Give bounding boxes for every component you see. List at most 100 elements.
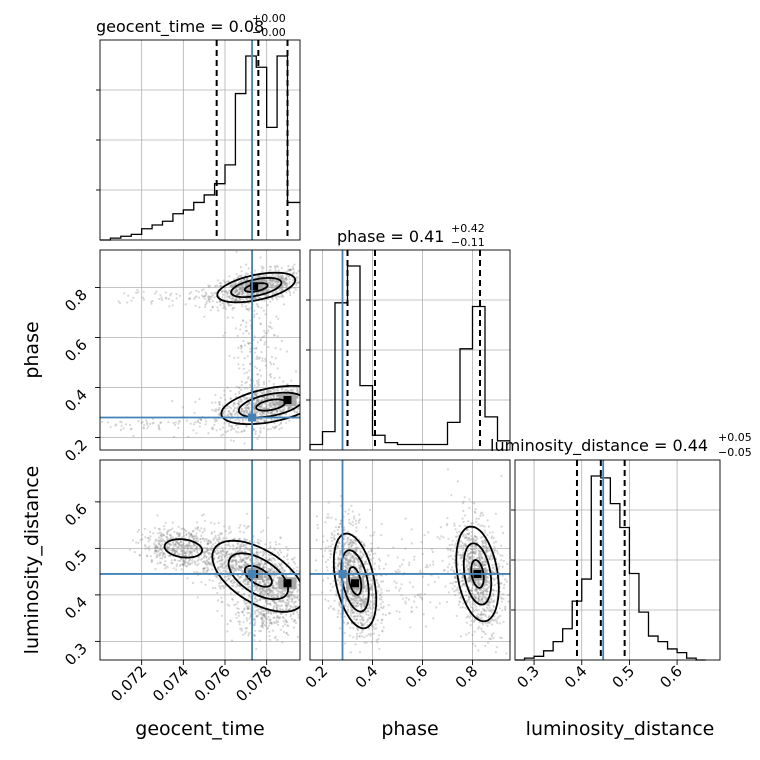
sample-point (285, 545, 288, 549)
sample-point (368, 603, 371, 606)
sample-point (282, 282, 285, 285)
sample-point (259, 338, 262, 341)
sample-point (269, 404, 272, 408)
sample-point (248, 397, 251, 400)
sample-point (262, 284, 265, 287)
sample-point (249, 547, 252, 550)
title-phase: phase = 0.41 +0.42 −0.11 (337, 222, 485, 249)
sample-point (329, 556, 332, 559)
sample-point (257, 305, 260, 309)
sample-point (234, 298, 237, 302)
sample-point (153, 542, 156, 545)
sample-point (233, 289, 236, 292)
sample-point (343, 615, 346, 618)
sample-point (225, 553, 228, 556)
sample-point (184, 558, 187, 562)
sample-point (355, 547, 358, 550)
sample-point (186, 548, 190, 551)
sample-point (269, 611, 272, 615)
sample-point (232, 584, 235, 588)
sample-point (364, 602, 367, 606)
sample-point (273, 403, 276, 406)
sample-point (272, 584, 275, 587)
sample-point (285, 284, 288, 288)
title-luminosity-distance: luminosity_distance = 0.44 +0.05 −0.05 (490, 431, 752, 459)
sample-point (230, 285, 233, 288)
sample-point (195, 548, 198, 551)
sample-point (184, 546, 187, 549)
sample-point (237, 569, 240, 572)
sample-point (338, 583, 342, 586)
sample-point (334, 518, 337, 521)
sample-point (267, 411, 270, 414)
sample-point (264, 566, 267, 569)
sample-point (274, 266, 277, 269)
sample-point (294, 621, 298, 625)
sample-point (248, 595, 251, 598)
sample-point (267, 553, 270, 557)
sample-point (354, 643, 357, 646)
sample-point (244, 546, 247, 549)
sample-point (285, 607, 288, 610)
sample-point (296, 590, 299, 593)
sample-point (270, 286, 273, 289)
sample-point (181, 527, 185, 530)
sample-point (241, 287, 245, 290)
sample-point (344, 554, 347, 557)
sample-point (249, 383, 252, 386)
sample-point (155, 544, 158, 547)
sample-point (179, 559, 182, 563)
sample-point (347, 621, 350, 625)
density-contour (163, 538, 204, 559)
sample-point (220, 291, 223, 294)
sample-point (180, 543, 184, 547)
sample-point (199, 417, 202, 421)
sample-point (228, 527, 231, 530)
sample-point (226, 567, 229, 570)
sample-point (291, 617, 294, 621)
sample-point (351, 594, 354, 597)
sample-point (173, 549, 176, 552)
sample-point (354, 547, 357, 550)
sample-point (349, 556, 352, 559)
sample-point (272, 395, 275, 398)
sample-point (355, 530, 358, 533)
sample-point (218, 406, 221, 410)
sample-point (164, 291, 167, 294)
sample-point (188, 552, 191, 555)
sample-point (357, 621, 360, 625)
sample-point (255, 588, 258, 591)
sample-point (295, 569, 298, 573)
sample-point (265, 602, 268, 605)
sample-point (200, 558, 203, 561)
sample-point (339, 605, 342, 609)
sample-point (223, 281, 226, 284)
sample-point (228, 295, 231, 298)
sample-point (263, 407, 266, 410)
sample-point (352, 610, 355, 613)
sample-point (176, 563, 179, 566)
sample-point (245, 411, 248, 414)
sample-point (159, 548, 162, 551)
sample-point (275, 264, 278, 267)
sample-point (224, 289, 227, 293)
sample-point (263, 413, 266, 416)
sample-point (266, 391, 269, 394)
sample-point (243, 372, 246, 375)
sample-point (174, 421, 177, 424)
sample-point (270, 594, 273, 597)
sample-point (357, 519, 361, 522)
sample-point (270, 418, 273, 421)
sample-point (209, 547, 212, 551)
sample-point (296, 597, 299, 600)
sample-point (325, 516, 329, 519)
sample-point (270, 567, 273, 570)
y-axis-label-phase: phase (21, 321, 43, 378)
sample-point (263, 623, 266, 627)
sample-point (245, 605, 248, 608)
sample-point (219, 554, 222, 557)
sample-point (355, 596, 358, 600)
sample-point (222, 304, 225, 307)
sample-point (292, 620, 295, 623)
sample-point (247, 563, 250, 566)
